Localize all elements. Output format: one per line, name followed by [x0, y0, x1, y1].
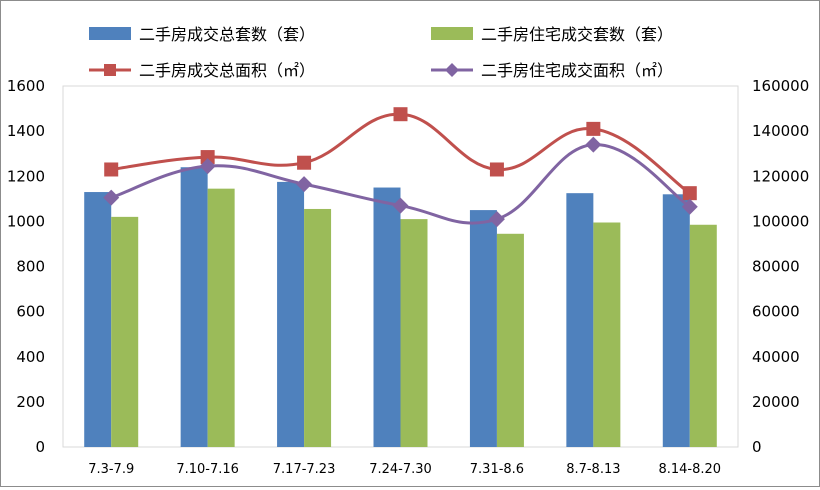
line-marker — [199, 158, 216, 175]
category-label: 8.7-8.13 — [566, 462, 620, 477]
category-label: 7.17-7.23 — [273, 462, 336, 477]
right-tick-label: 100000 — [752, 212, 809, 230]
right-tick-label: 120000 — [752, 167, 809, 185]
lines — [103, 107, 698, 228]
line-marker — [585, 136, 602, 153]
left-tick-label: 200 — [16, 393, 45, 411]
legend-label: 二手房成交总套数（套） — [139, 25, 315, 44]
legend-swatch — [431, 27, 473, 40]
legend: 二手房成交总套数（套） 二手房住宅成交套数（套） 二手房成交总面积（㎡） 二手房住宅成… — [89, 25, 673, 80]
bar — [373, 187, 401, 447]
left-tick-label: 0 — [35, 438, 45, 456]
line-marker — [296, 176, 313, 193]
left-tick-label: 1400 — [7, 122, 45, 140]
category-label: 7.10-7.16 — [176, 462, 239, 477]
category-label: 7.3-7.9 — [88, 462, 134, 477]
left-tick-label: 1600 — [7, 77, 45, 95]
left-tick-label: 1200 — [7, 167, 45, 185]
line-marker — [297, 155, 312, 170]
line-marker — [392, 197, 409, 214]
left-tick-label: 1000 — [7, 212, 45, 230]
left-tick-label: 800 — [16, 258, 45, 276]
right-tick-label: 80000 — [752, 258, 800, 276]
bar — [469, 210, 497, 447]
line-marker — [586, 121, 601, 136]
right-tick-label: 60000 — [752, 303, 800, 321]
left-tick-label: 400 — [16, 348, 45, 366]
category-label: 7.31-8.6 — [470, 462, 524, 477]
bar — [566, 193, 594, 447]
line-marker — [104, 162, 119, 177]
line-marker — [489, 162, 504, 177]
bar — [662, 194, 690, 447]
right-tick-label: 40000 — [752, 348, 800, 366]
legend-label: 二手房成交总面积（㎡） — [139, 61, 315, 80]
right-tick-label: 140000 — [752, 122, 809, 140]
line-marker — [200, 150, 215, 165]
x-axis: 7.3-7.9 7.10-7.16 7.17-7.23 7.24-7.30 7.31-8… — [88, 462, 721, 477]
category-label: 8.14-8.20 — [658, 462, 721, 477]
legend-label: 二手房住宅成交套数（套） — [481, 25, 673, 44]
bar — [689, 224, 717, 447]
bar — [84, 192, 112, 447]
line-marker — [393, 107, 408, 122]
line-marker — [104, 64, 116, 76]
right-tick-label: 0 — [752, 438, 762, 456]
line-marker — [445, 63, 459, 77]
right-axis: 0 20000 40000 60000 80000 100000 120000 140000 1… — [752, 77, 809, 456]
bar — [400, 219, 428, 447]
legend-label: 二手房住宅成交面积（㎡） — [481, 61, 673, 80]
line-marker — [681, 198, 698, 215]
right-tick-label: 160000 — [752, 77, 809, 95]
bar — [111, 216, 139, 447]
bar — [593, 222, 621, 447]
bar — [207, 188, 235, 448]
line-marker — [682, 186, 697, 201]
right-tick-label: 20000 — [752, 393, 800, 411]
bar — [496, 233, 524, 447]
category-label: 7.24-7.30 — [369, 462, 432, 477]
bar — [277, 181, 305, 447]
left-tick-label: 600 — [16, 303, 45, 321]
line-marker — [488, 211, 505, 228]
bar — [304, 208, 332, 447]
legend-swatch — [89, 27, 131, 40]
line-marker — [103, 189, 120, 206]
left-axis: 0 200 400 600 800 1000 1200 1400 1600 — [7, 77, 45, 456]
bar — [180, 167, 208, 447]
bars — [84, 167, 717, 448]
